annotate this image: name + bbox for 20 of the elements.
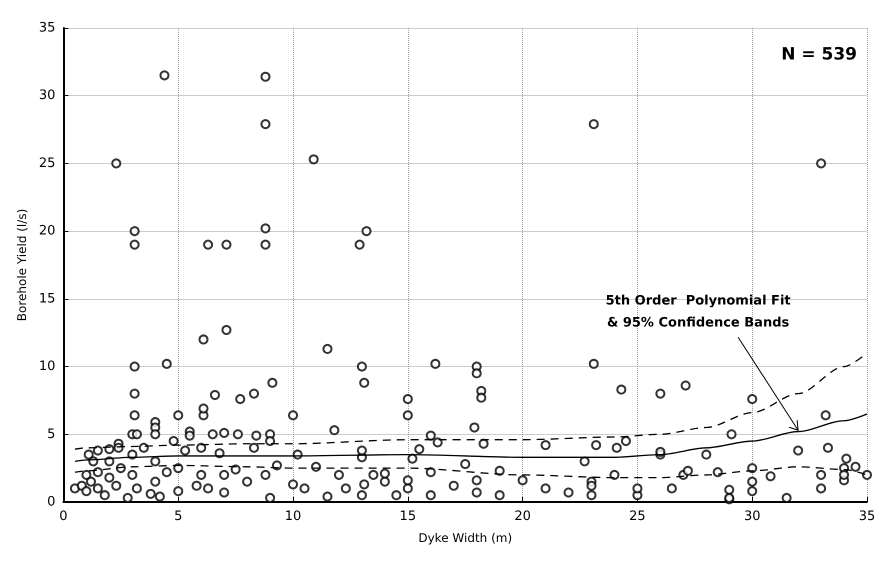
annotation: N = 539: [781, 44, 858, 64]
y-tick-label: 35: [38, 20, 56, 36]
annotation: 5th Order Polynomial Fit & 95% Confidence Bands: [606, 294, 791, 331]
x-tick-label: 15: [400, 509, 416, 524]
x-tick-label: 0: [59, 509, 68, 524]
y-axis-title: Borehole Yield (l/s): [15, 208, 29, 322]
y-tick-label: 25: [38, 156, 56, 171]
y-tick-label: 20: [38, 224, 56, 239]
x-tick-label: 10: [284, 509, 302, 524]
x-tick-label: 30: [744, 509, 760, 524]
y-tick-label: 30: [38, 88, 56, 104]
y-tick-label: 10: [38, 359, 56, 374]
x-tick-label: 5: [174, 509, 182, 524]
y-tick-label: 15: [38, 291, 56, 306]
x-tick-label: 35: [858, 509, 876, 524]
y-tick-label: 5: [47, 426, 56, 442]
x-tick-label: 25: [629, 509, 646, 524]
y-tick-label: 0: [47, 494, 56, 510]
x-axis-title: Dyke Width (m): [418, 531, 512, 545]
x-tick-label: 20: [514, 509, 531, 524]
